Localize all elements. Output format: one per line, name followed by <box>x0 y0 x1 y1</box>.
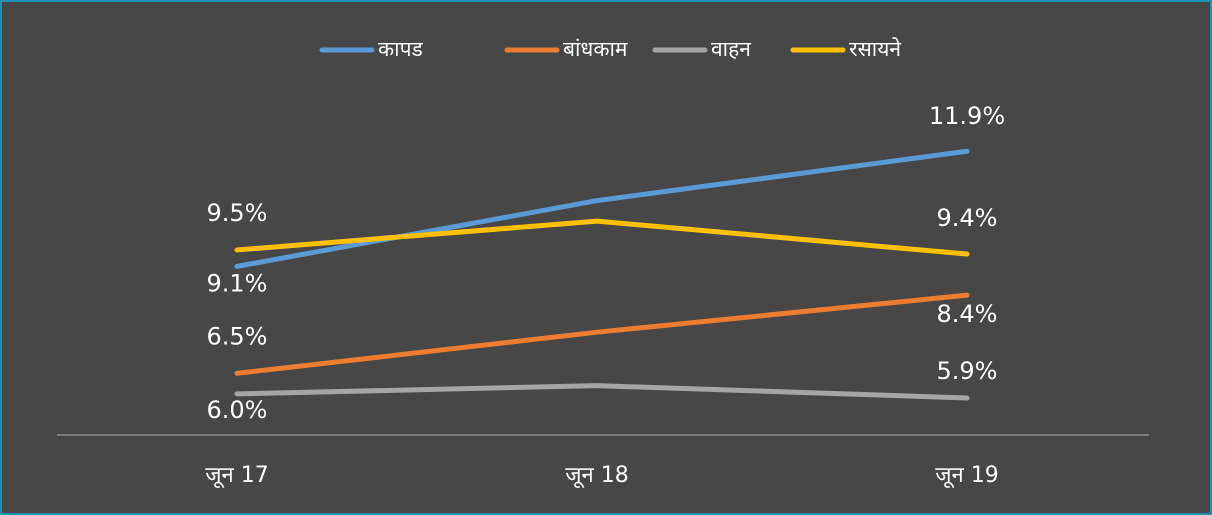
data-label: 9.4% <box>937 204 998 232</box>
data-label: 5.9% <box>937 357 998 385</box>
data-label: 8.4% <box>937 300 998 328</box>
series-line <box>234 218 970 257</box>
x-tick-label: जून 17 <box>205 463 269 489</box>
x-tick-label: जून 19 <box>935 463 999 489</box>
data-label: 9.5% <box>207 199 268 227</box>
series-line <box>234 292 970 376</box>
data-label: 6.5% <box>207 322 268 350</box>
legend-label: बांधकाम <box>563 37 628 61</box>
series-line <box>234 148 970 269</box>
data-label: 9.1% <box>207 269 268 297</box>
legend-label: कापड <box>378 37 423 61</box>
data-label: 11.9% <box>929 102 1005 130</box>
legend-label: वाहन <box>711 37 751 61</box>
legend-label: रसायने <box>849 37 901 61</box>
series-line <box>234 383 970 401</box>
x-tick-label: जून 18 <box>565 463 629 489</box>
data-label: 6.0% <box>207 396 268 424</box>
